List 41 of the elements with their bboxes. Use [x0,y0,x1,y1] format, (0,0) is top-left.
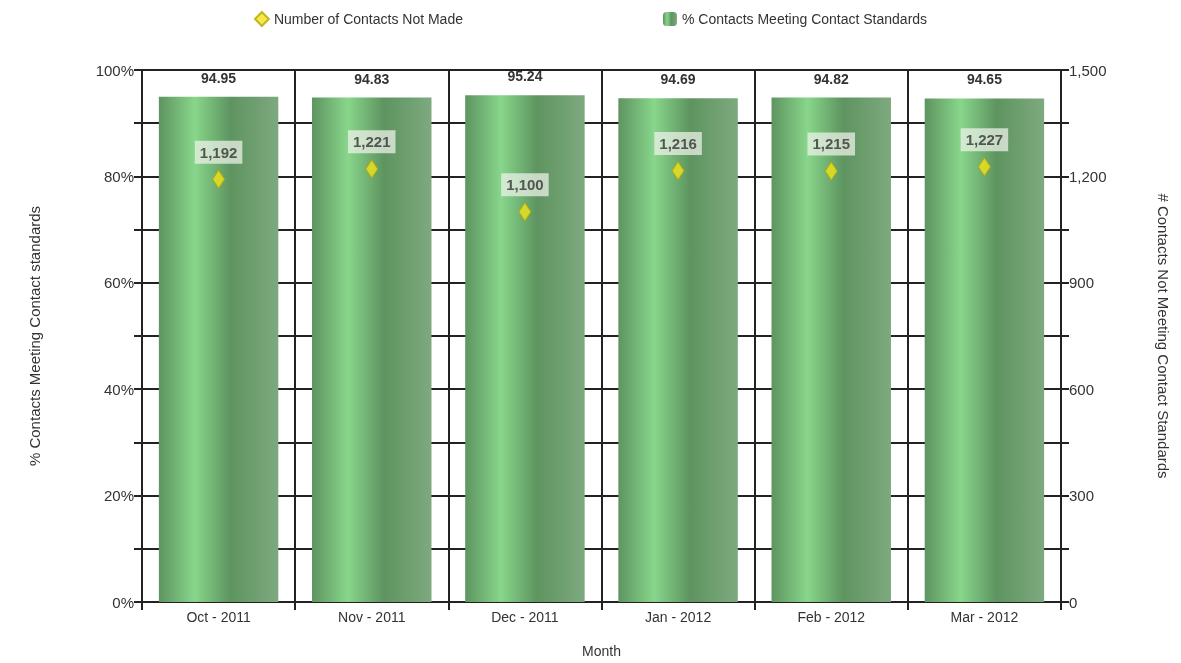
y-tick-label: 80% [103,167,134,185]
data-label: 1,192 [199,143,238,161]
data-label: 1,100 [506,176,544,194]
y2-tick-label: 0 [1069,593,1078,611]
y-tick-label: 40% [103,380,134,398]
point [212,169,226,189]
point [518,202,532,222]
x-tick-label: Dec - 2011 [491,609,559,625]
y2-tick-label: 900 [1069,274,1095,292]
y-tick-label: 100% [95,61,134,79]
y-axis-title: % Contacts Meeting Contact standards [26,205,43,467]
legend-label: Number of Contacts Not Made [273,11,464,27]
y-tick-label: 0% [112,593,134,611]
y2-tick-label: 600 [1069,380,1095,398]
point [824,161,838,181]
y2-tick-label: 1,500 [1069,61,1107,79]
data-label: 94.95 [201,69,237,86]
x-tick-label: Feb - 2012 [797,609,866,625]
x-tick-label: Oct - 2011 [186,609,251,625]
data-label: 1,227 [965,131,1004,149]
data-label: 1,215 [812,135,851,153]
x-tick-label: Mar - 2012 [950,609,1019,625]
x-tick-label: Jan - 2012 [645,609,712,625]
y-tick-label: 60% [103,274,134,292]
data-label: 94.82 [813,70,849,87]
data-label: 94.83 [354,70,390,87]
y2-tick-label: 1,200 [1069,167,1107,185]
y-tick-label: 20% [103,487,134,505]
x-axis-title: Month [582,643,621,659]
point [977,157,991,177]
y2-axis-title: # Contacts Not Meeting Contact Standards [1155,193,1172,479]
point [365,159,379,179]
data-label: 94.65 [966,71,1003,88]
data-label: 95.24 [507,68,543,85]
y2-tick-label: 300 [1069,487,1095,505]
legend-label: % Contacts Meeting Contact Standards [681,11,928,27]
data-label: 1,221 [352,133,391,151]
point [671,161,685,181]
x-tick-label: Nov - 2011 [338,609,406,625]
data-label: 94.69 [660,71,696,88]
data-label: 1,216 [659,135,697,153]
